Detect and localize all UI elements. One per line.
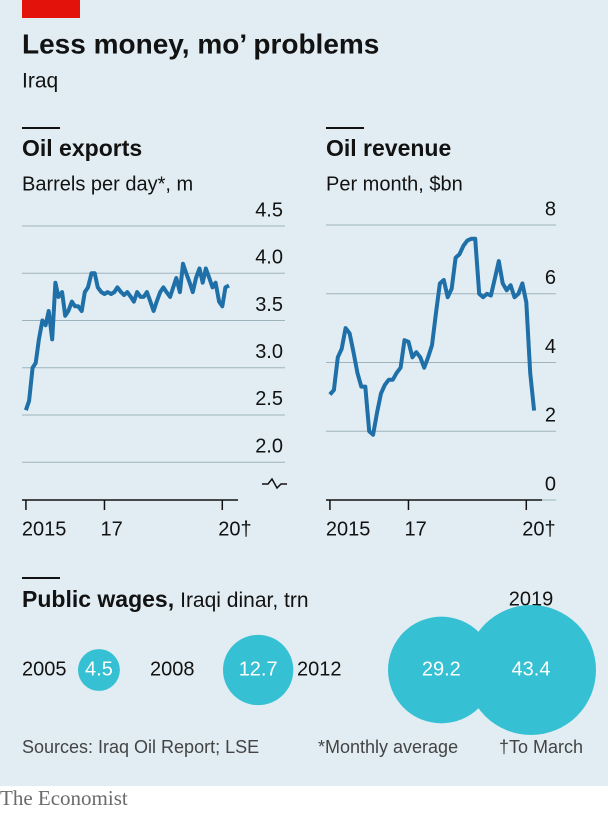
panel-subtitle: Per month, $bn — [326, 173, 463, 195]
footnote: †To March — [499, 737, 583, 757]
y-tick-label: 2.0 — [255, 435, 283, 457]
panel-title: Oil exports — [22, 135, 142, 161]
value-label: 4.5 — [85, 658, 113, 680]
value-label: 29.2 — [422, 658, 461, 680]
source: Sources: Iraq Oil Report; LSE — [22, 737, 259, 757]
bubble — [78, 649, 120, 691]
value-label: 12.7 — [239, 658, 278, 680]
title-unit: Iraqi dinar, trn — [180, 589, 308, 612]
bubble — [223, 634, 294, 706]
axis-break — [262, 477, 287, 490]
x-tick-label: 20† — [522, 518, 555, 540]
bubble — [388, 616, 495, 724]
footnote: *Monthly average — [318, 737, 458, 757]
bubble — [466, 605, 596, 735]
x-tick-label: 17 — [404, 518, 426, 540]
category-label: 2019 — [509, 588, 554, 610]
x-tick-label: 2015 — [22, 518, 67, 540]
data-line — [328, 236, 537, 437]
y-tick-label: 3.5 — [255, 294, 283, 316]
y-tick-label: 6 — [545, 267, 556, 289]
y-tick-label: 2.5 — [255, 388, 283, 410]
category-label: 2012 — [297, 658, 342, 680]
x-tick-label: 2015 — [326, 518, 371, 540]
y-tick-label: 2 — [545, 405, 556, 427]
panel-title: Public wages, Iraqi dinar, trn — [22, 586, 309, 612]
y-tick-label: 8 — [545, 198, 556, 220]
y-tick-label: 3.0 — [255, 341, 283, 363]
chart-subtitle: Iraq — [22, 70, 58, 93]
data-line — [24, 261, 230, 411]
x-tick-label: 20† — [218, 518, 251, 540]
y-tick-label: 4 — [545, 336, 556, 358]
x-tick-label: 17 — [100, 518, 122, 540]
chart-title: Less money, mo’ problems — [22, 28, 379, 59]
y-tick-label: 4.0 — [255, 247, 283, 269]
title-bold: Public wages, — [22, 586, 174, 612]
red-tag — [22, 0, 80, 18]
y-tick-label: 4.5 — [255, 199, 283, 221]
panel-title: Oil revenue — [326, 135, 451, 161]
y-tick-label: 0 — [545, 473, 556, 495]
value-label: 43.4 — [512, 658, 551, 680]
category-label: 2005 — [22, 658, 67, 680]
category-label: 2008 — [150, 658, 195, 680]
panel-subtitle: Barrels per day*, m — [22, 173, 193, 195]
brand: The Economist — [0, 786, 128, 810]
